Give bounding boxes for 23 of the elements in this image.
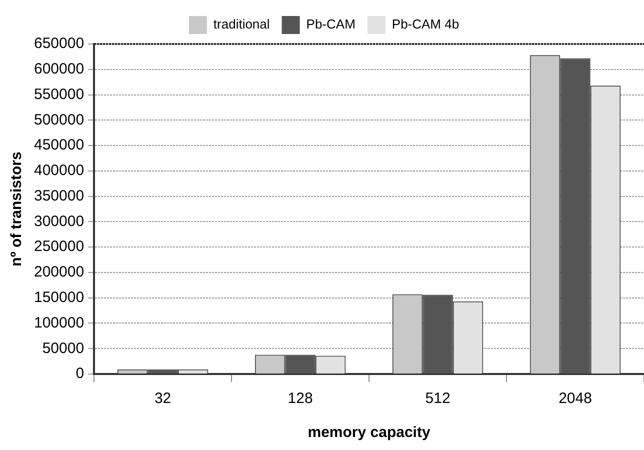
y-tick-label: 600000 bbox=[34, 60, 84, 78]
y-tick-label: 150000 bbox=[34, 288, 84, 306]
y-tick-label: 0 bbox=[76, 365, 84, 382]
legend-label: Pb-CAM bbox=[306, 16, 356, 32]
legend-label: Pb-CAM 4b bbox=[392, 16, 460, 32]
y-tick-label: 650000 bbox=[34, 35, 84, 52]
y-tick-label: 350000 bbox=[34, 187, 84, 204]
x-axis-title: memory capacity bbox=[308, 424, 431, 442]
y-tick-label: 550000 bbox=[34, 86, 84, 103]
legend-label: traditional bbox=[213, 16, 270, 32]
y-tick-label: 500000 bbox=[34, 111, 84, 128]
y-tick-label: 450000 bbox=[34, 136, 84, 154]
x-tick-label: 128 bbox=[288, 390, 313, 408]
x-tick-label: 2048 bbox=[558, 390, 592, 408]
y-tick-label: 300000 bbox=[34, 212, 84, 230]
y-tick-label: 400000 bbox=[34, 162, 84, 180]
y-tick-label: 200000 bbox=[34, 264, 84, 281]
x-tick-label: 32 bbox=[154, 390, 172, 408]
x-tick-label: 512 bbox=[425, 390, 450, 408]
y-axis-title: nº of transistors bbox=[8, 152, 26, 266]
y-tick-label: 250000 bbox=[34, 238, 84, 256]
y-tick-label: 50000 bbox=[42, 340, 84, 357]
y-tick-label: 100000 bbox=[34, 314, 84, 332]
